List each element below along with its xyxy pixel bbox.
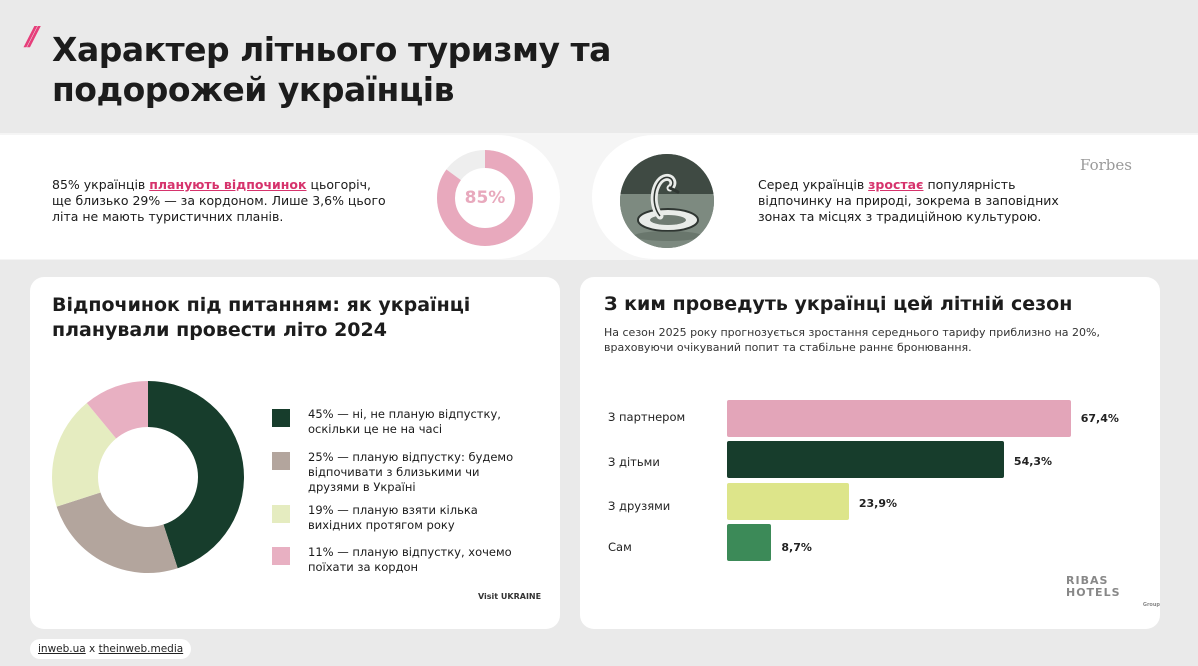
percent-ring: 85% — [436, 149, 534, 247]
bar-2 — [727, 441, 1004, 478]
legend-label-2: 25% — планую відпустку: будемо відпочива… — [308, 450, 514, 494]
nature-text-before: Серед українців — [758, 177, 869, 192]
bar-chart-subtitle: На сезон 2025 року прогнозується зростан… — [604, 326, 1100, 354]
intro-text-before: 85% українців — [52, 177, 150, 192]
donut-chart — [52, 381, 245, 573]
legend-swatch-4 — [272, 547, 290, 565]
bar-category-label-4: Сам — [608, 540, 632, 554]
flamingo-float-photo — [620, 154, 714, 248]
legend-swatch-2 — [272, 452, 290, 470]
bar-value-label-3: 23,9% — [858, 497, 898, 510]
footer-separator: x — [85, 643, 99, 655]
donut-slice-3 — [52, 403, 117, 507]
footer-link-inweb[interactable]: inweb.ua — [38, 643, 86, 655]
travel-companions-card: З ким проведуть українці цей літній сезо… — [580, 277, 1160, 629]
ring-value-label: 85% — [464, 188, 506, 208]
page-title: Характер літнього туризму та подорожей у… — [52, 30, 611, 109]
bar-value-label-4: 8,7% — [781, 541, 812, 554]
ribas-hotels-logo: RIBAS HOTELS Group — [1066, 575, 1160, 611]
footer-link-theinweb[interactable]: theinweb.media — [98, 643, 184, 655]
donut-slice-4 — [86, 381, 148, 439]
donut-slice-2 — [56, 492, 178, 573]
bar-category-label-2: З дітьми — [608, 455, 660, 469]
bar-chart-title: З ким проведуть українці цей літній сезо… — [604, 293, 1073, 315]
legend-swatch-3 — [272, 505, 290, 523]
legend-item-1: 45% — ні, не планую відпустку, оскільки … — [272, 407, 518, 437]
legend-swatch-1 — [272, 409, 290, 427]
ribas-logo-sub: Group — [1142, 602, 1160, 608]
bar-1 — [727, 400, 1071, 437]
bar-4 — [727, 524, 772, 561]
donut-slice-1 — [148, 381, 245, 569]
nature-highlight: зростає — [868, 177, 924, 192]
legend-label-4: 11% — планую відпустку, хочемо поїхати з… — [308, 545, 512, 574]
intro-highlight: планують відпочинок — [149, 177, 307, 192]
bar-category-label-3: З друзями — [608, 499, 671, 513]
legend-item-4: 11% — планую відпустку, хочемо поїхати з… — [272, 545, 518, 575]
donut-chart-title: Відпочинок під питанням: як українці пла… — [52, 294, 471, 341]
ribas-logo-text: RIBAS HOTELS — [1066, 574, 1121, 599]
forbes-logo: Forbes — [1080, 156, 1132, 174]
bar-value-label-2: 54,3% — [1013, 455, 1053, 468]
intro-text: 85% українців планують відпочинок цьогор… — [52, 177, 392, 225]
ring-fill — [437, 150, 533, 246]
legend-item-2: 25% — планую відпустку: будемо відпочива… — [272, 450, 518, 495]
legend-label-1: 45% — ні, не планую відпустку, оскільки … — [308, 407, 501, 436]
title-slash-mark: // — [26, 22, 39, 52]
legend-item-3: 19% — планую взяти кілька вихідних протя… — [272, 503, 518, 533]
bar-category-label-1: З партнером — [608, 410, 686, 424]
nature-text-after: популярність відпочинку на природі, зокр… — [758, 177, 1059, 224]
bar-3 — [727, 483, 849, 520]
percent-ring-svg — [437, 150, 533, 246]
intro-text-after: цьогоріч, ще близько 29% — за кордоном. … — [52, 177, 386, 224]
bar-value-label-1: 67,4% — [1080, 412, 1119, 425]
legend-label-3: 19% — планую взяти кілька вихідних протя… — [308, 503, 478, 532]
vacation-plans-card: Відпочинок під питанням: як українці пла… — [30, 277, 560, 629]
nature-text: Серед українців зростає популярність від… — [758, 177, 1088, 225]
footer-sources: inweb.ua x theinweb.media — [30, 639, 192, 659]
visit-ukraine-logo: Visit UKRAINE — [478, 592, 542, 601]
